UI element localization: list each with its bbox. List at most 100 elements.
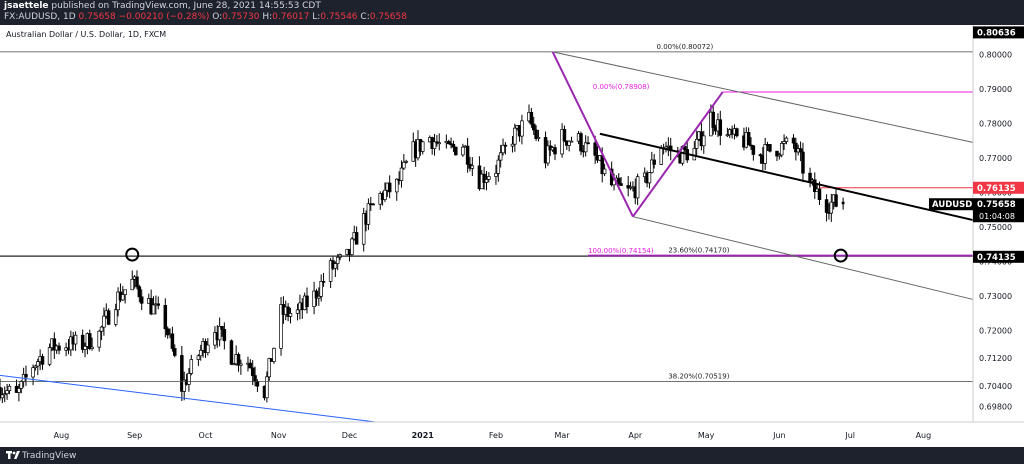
candle-up <box>319 281 323 297</box>
time-tick: Apr <box>628 431 643 440</box>
candle-down <box>446 141 451 145</box>
candle-up <box>5 390 9 395</box>
candle-up <box>404 160 408 163</box>
candle-up <box>317 295 321 299</box>
candle-down <box>746 131 751 146</box>
candle-down <box>173 348 177 356</box>
candle-up <box>232 363 236 366</box>
fib-label: 0.00%(0.80072) <box>657 43 714 51</box>
candle-up <box>536 137 541 139</box>
candle-down <box>248 362 253 369</box>
candle-down <box>503 144 508 147</box>
candle-down <box>652 159 656 165</box>
candle-down <box>137 286 142 298</box>
publish-info: published on TradingView.com, June 28, 2… <box>51 1 321 11</box>
time-tick: Jun <box>772 431 786 440</box>
candles-layer <box>0 104 845 403</box>
candle-down <box>0 387 2 399</box>
time-tick: Dec <box>342 431 357 440</box>
last-price-label: 0.75658 <box>977 200 1016 210</box>
candle-down <box>387 182 392 193</box>
author-name[interactable]: jsaettele <box>4 1 49 11</box>
countdown-label: 01:04:08 <box>979 212 1015 221</box>
candle-up <box>494 173 498 177</box>
publisher-line: jsaettele published on TradingView.com, … <box>4 1 321 11</box>
footer-brand[interactable]: TradingView <box>22 451 77 461</box>
candle-down <box>454 146 458 156</box>
candle-up <box>779 143 784 156</box>
candle-down <box>529 112 534 125</box>
candle-up <box>784 137 789 142</box>
time-tick: Mar <box>555 431 571 440</box>
candle-down <box>229 340 234 365</box>
fib-label: 38.20%(0.70519) <box>668 373 729 381</box>
candle-up <box>520 120 524 137</box>
candle-down <box>718 119 723 136</box>
candle-up <box>7 385 12 391</box>
close-label: C: <box>360 12 370 22</box>
fib-label: 23.60%(0.74170) <box>668 247 729 255</box>
candle-up <box>189 359 194 374</box>
candle-up <box>420 141 425 152</box>
highlight-circle <box>833 248 848 263</box>
candle-down <box>841 201 845 205</box>
candle-down <box>586 142 590 145</box>
candle-down <box>165 328 170 336</box>
candle-up <box>399 167 404 181</box>
candle-up <box>328 260 333 282</box>
open-value: 0.75730 <box>222 12 260 22</box>
candle-down <box>170 333 175 349</box>
open-label: O: <box>212 12 223 22</box>
tradingview-logo-icon[interactable] <box>6 450 20 463</box>
candle-up <box>567 140 571 146</box>
candle-up <box>647 172 652 184</box>
candle-up <box>17 388 21 393</box>
candle-down <box>465 145 470 165</box>
candle-up <box>470 165 475 169</box>
last-value: 0.75658 <box>78 12 116 22</box>
candle-down <box>371 203 375 206</box>
price-label-bg <box>973 250 1024 263</box>
candle-down <box>321 281 326 283</box>
candle-down <box>135 276 139 288</box>
candle-up <box>198 349 203 357</box>
candle-down <box>156 303 160 306</box>
candle-up <box>366 203 371 225</box>
price-chart[interactable]: 0.00%(0.80072) 0.00%(0.78908) 100.00%(0.74… <box>0 25 1024 447</box>
candle-up <box>97 330 101 348</box>
candle-down <box>534 129 538 139</box>
footer-bar: TradingView <box>0 447 1024 464</box>
symbol-label[interactable]: FX:AUDUSD, 1D <box>4 12 76 22</box>
candle-down <box>794 142 798 153</box>
candle-down <box>801 151 805 174</box>
candle-down <box>617 177 621 184</box>
chart-area[interactable]: 0.00%(0.80072) 0.00%(0.78908) 100.00%(0.74… <box>0 25 1024 447</box>
low-label: L: <box>312 12 321 22</box>
candle-up <box>99 326 104 332</box>
time-tick: May <box>698 431 715 440</box>
price-tick: 0.71200 <box>979 354 1012 363</box>
candle-up <box>333 263 338 269</box>
candle-down <box>531 123 536 131</box>
candle-up <box>151 304 156 315</box>
chart-header: jsaettele published on TradingView.com, … <box>0 0 1024 25</box>
candle-up <box>312 290 316 307</box>
candle-up <box>498 152 503 161</box>
lower-channel-line <box>632 216 974 300</box>
price-label-red-bg <box>973 181 1024 194</box>
time-tick: Sep <box>127 431 142 440</box>
time-tick: Nov <box>271 431 287 440</box>
candle-up <box>763 144 767 164</box>
candle-up <box>484 179 489 183</box>
time-axis: Aug Sep Oct Nov Dec 2021 Feb Mar Apr May Jun Jul Aug <box>0 421 1024 447</box>
candle-down <box>758 154 763 157</box>
candle-down <box>593 142 597 156</box>
candle-up <box>383 189 387 200</box>
candle-down <box>808 172 812 182</box>
candle-up <box>487 176 491 180</box>
highlight-circle <box>125 247 140 262</box>
chart-title: Australian Dollar / U.S. Dollar, 1D, FXC… <box>6 30 166 39</box>
candle-up <box>295 309 300 314</box>
candle-up <box>196 355 201 360</box>
candle-up <box>432 141 437 149</box>
